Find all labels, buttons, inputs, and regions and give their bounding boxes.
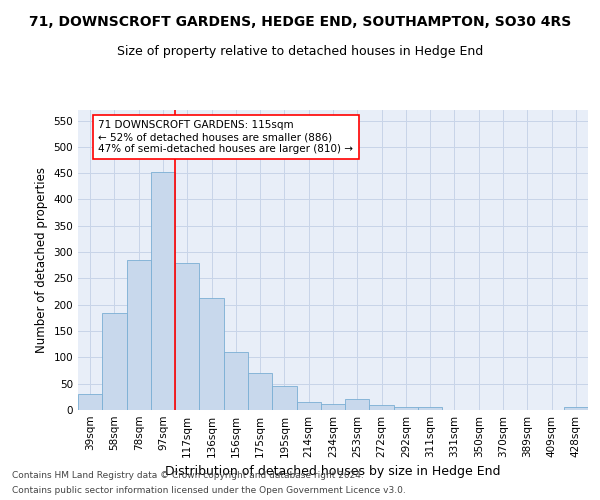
Text: Contains HM Land Registry data © Crown copyright and database right 2024.: Contains HM Land Registry data © Crown c… [12, 471, 364, 480]
Bar [370, 404, 394, 410]
Bar [272, 386, 296, 410]
Text: Contains public sector information licensed under the Open Government Licence v3: Contains public sector information licen… [12, 486, 406, 495]
Text: 71 DOWNSCROFT GARDENS: 115sqm
← 52% of detached houses are smaller (886)
47% of : 71 DOWNSCROFT GARDENS: 115sqm ← 52% of d… [98, 120, 353, 154]
Bar [175, 262, 199, 410]
Bar [345, 400, 370, 410]
Bar [296, 402, 321, 410]
Bar [248, 373, 272, 410]
Bar [418, 408, 442, 410]
Bar [321, 404, 345, 410]
Bar [224, 352, 248, 410]
Text: 71, DOWNSCROFT GARDENS, HEDGE END, SOUTHAMPTON, SO30 4RS: 71, DOWNSCROFT GARDENS, HEDGE END, SOUTH… [29, 15, 571, 29]
Text: Size of property relative to detached houses in Hedge End: Size of property relative to detached ho… [117, 45, 483, 58]
Bar [151, 172, 175, 410]
Bar [394, 408, 418, 410]
Y-axis label: Number of detached properties: Number of detached properties [35, 167, 48, 353]
Bar [102, 312, 127, 410]
X-axis label: Distribution of detached houses by size in Hedge End: Distribution of detached houses by size … [165, 466, 501, 478]
Bar [564, 408, 588, 410]
Bar [199, 298, 224, 410]
Bar [78, 394, 102, 410]
Bar [127, 260, 151, 410]
